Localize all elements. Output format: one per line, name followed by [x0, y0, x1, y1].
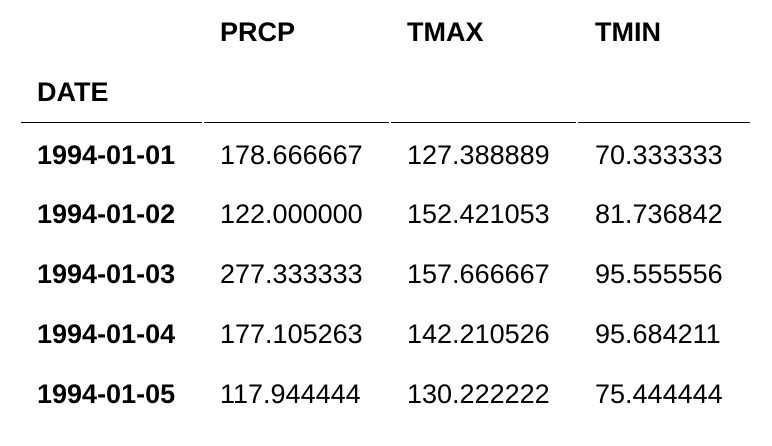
row-index-date: 1994-01-04 [37, 319, 176, 349]
header-rule-tmax [391, 122, 576, 123]
row-index-date: 1994-01-01 [37, 140, 176, 170]
cell-tmax: 142.210526 [407, 319, 550, 349]
header-rule-tmin [578, 122, 750, 123]
cell-prcp: 178.666667 [220, 140, 363, 170]
cell-prcp: 122.000000 [220, 199, 363, 229]
row-index-date: 1994-01-05 [37, 379, 176, 409]
index-name-date: DATE [37, 77, 109, 107]
cell-tmin: 95.684211 [595, 319, 721, 349]
header-rule-index [21, 122, 202, 123]
column-header-prcp: PRCP [220, 17, 296, 47]
cell-tmax: 152.421053 [407, 199, 550, 229]
cell-tmin: 75.444444 [595, 379, 723, 409]
row-index-date: 1994-01-02 [37, 199, 176, 229]
cell-tmax: 157.666667 [407, 259, 550, 289]
column-header-tmax: TMAX [407, 17, 484, 47]
cell-tmin: 95.555556 [595, 259, 723, 289]
cell-prcp: 117.944444 [220, 379, 361, 409]
column-header-tmin: TMIN [595, 17, 661, 47]
cell-tmin: 70.333333 [595, 140, 723, 170]
cell-prcp: 177.105263 [220, 319, 363, 349]
cell-tmax: 127.388889 [407, 140, 550, 170]
cell-tmin: 81.736842 [595, 199, 723, 229]
cell-tmax: 130.222222 [407, 379, 550, 409]
cell-prcp: 277.333333 [220, 259, 363, 289]
row-index-date: 1994-01-03 [37, 259, 176, 289]
header-rule-prcp [204, 122, 389, 123]
